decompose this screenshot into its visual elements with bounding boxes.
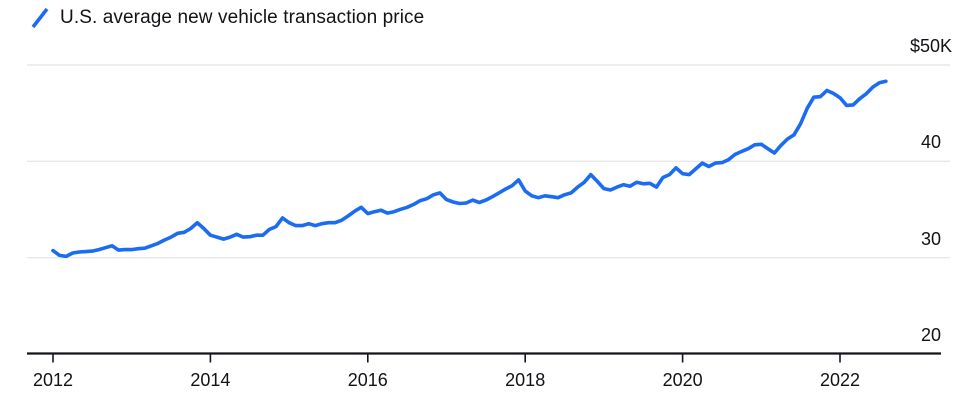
- x-tick-label-2016: 2016: [347, 370, 388, 390]
- price-series-line: [51, 79, 888, 259]
- x-tick-label-2018: 2018: [505, 370, 546, 390]
- legend: U.S. average new vehicle transaction pri…: [30, 5, 424, 31]
- legend-series-label: U.S. average new vehicle transaction pri…: [60, 7, 425, 28]
- y-tick-label-30: 30: [920, 229, 942, 249]
- x-tick-label-2012: 2012: [32, 370, 74, 390]
- x-axis-ticks: [52, 353, 841, 363]
- gridlines: [27, 64, 950, 259]
- x-tick-label-2014: 2014: [190, 370, 231, 390]
- y-tick-label-40: 40: [920, 132, 942, 152]
- y-tick-label-20: 20: [920, 325, 942, 345]
- x-tick-label-2022: 2022: [819, 370, 861, 390]
- legend-line-icon: [31, 7, 49, 29]
- y-tick-label-50k: $50K: [909, 36, 953, 56]
- x-tick-label-2020: 2020: [662, 370, 703, 390]
